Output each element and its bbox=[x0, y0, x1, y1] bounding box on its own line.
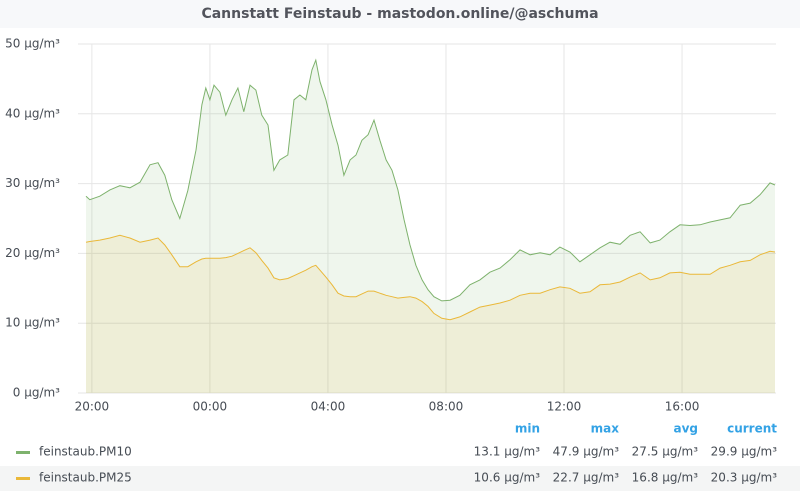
legend-value: 47.9 µg/m³ bbox=[553, 445, 620, 459]
legend-header: current bbox=[727, 422, 777, 436]
panel-title: Cannstatt Feinstaub - mastodon.online/@a… bbox=[201, 6, 598, 22]
y-tick-label: 40 µg/m³ bbox=[5, 106, 60, 120]
legend-value: 16.8 µg/m³ bbox=[632, 471, 699, 485]
x-tick-label: 00:00 bbox=[193, 400, 228, 414]
x-tick-label: 20:00 bbox=[75, 400, 110, 414]
legend-value: 20.3 µg/m³ bbox=[711, 471, 778, 485]
y-tick-label: 20 µg/m³ bbox=[5, 246, 60, 260]
legend-value: 27.5 µg/m³ bbox=[632, 445, 699, 459]
y-tick-label: 50 µg/m³ bbox=[5, 37, 60, 51]
x-tick-label: 04:00 bbox=[311, 400, 346, 414]
title-bar bbox=[0, 0, 800, 28]
legend-header: min bbox=[515, 422, 540, 436]
y-tick-label: 10 µg/m³ bbox=[5, 316, 60, 330]
x-tick-label: 12:00 bbox=[547, 400, 582, 414]
legend-swatch bbox=[16, 451, 30, 454]
legend-label: feinstaub.PM25 bbox=[39, 471, 132, 485]
legend-row-bg bbox=[0, 466, 800, 491]
legend-value: 13.1 µg/m³ bbox=[474, 445, 541, 459]
series-area bbox=[86, 60, 775, 393]
x-tick-label: 16:00 bbox=[665, 400, 700, 414]
legend-swatch bbox=[16, 477, 30, 480]
legend-header: max bbox=[591, 422, 620, 436]
y-tick-label: 30 µg/m³ bbox=[5, 176, 60, 190]
series-line bbox=[85, 234, 776, 321]
legend-header: avg bbox=[673, 422, 698, 436]
legend-label: feinstaub.PM10 bbox=[39, 445, 132, 459]
legend-value: 10.6 µg/m³ bbox=[474, 471, 541, 485]
series-area bbox=[86, 235, 775, 393]
legend-value: 29.9 µg/m³ bbox=[711, 445, 778, 459]
legend-value: 22.7 µg/m³ bbox=[553, 471, 620, 485]
y-tick-label: 0 µg/m³ bbox=[13, 386, 60, 400]
series-line bbox=[85, 58, 776, 302]
x-tick-label: 08:00 bbox=[429, 400, 464, 414]
